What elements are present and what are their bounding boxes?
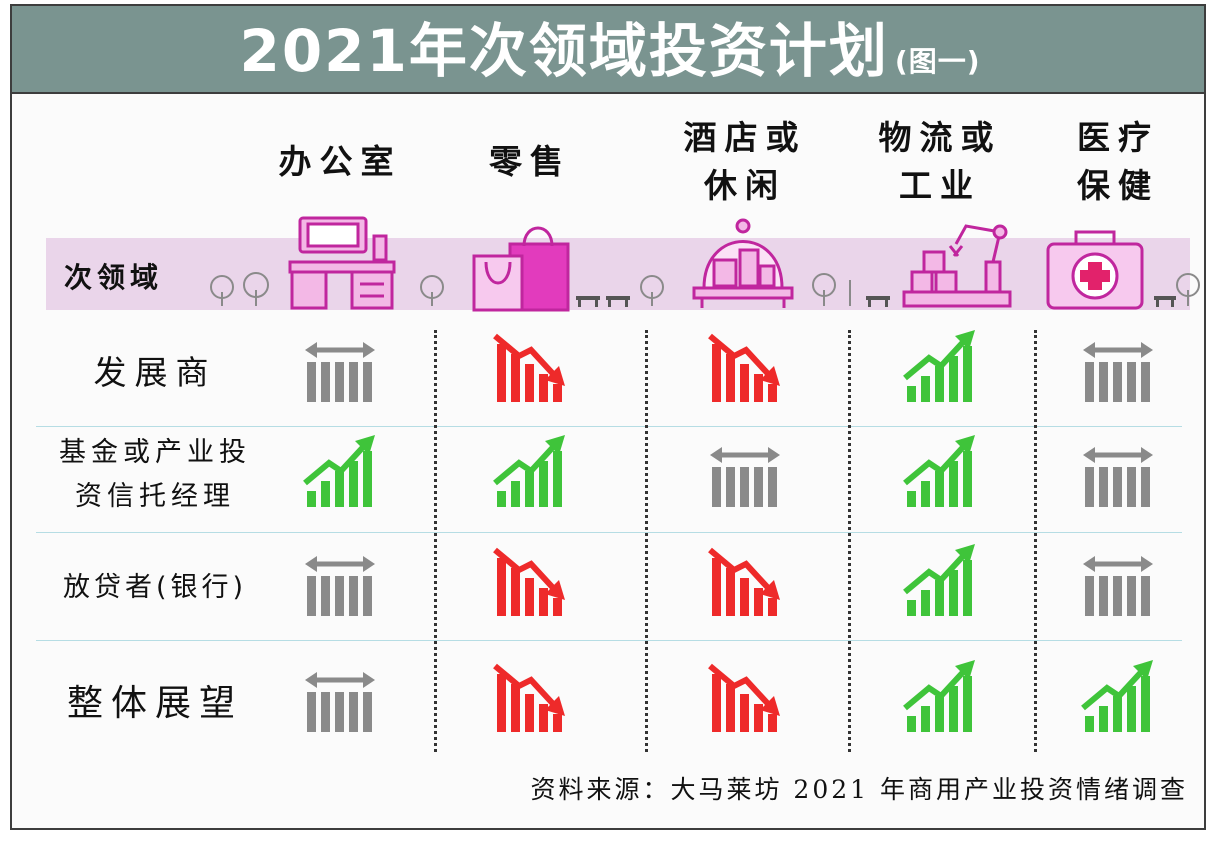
column-header-logistics: 物流或 工业 — [878, 118, 1002, 205]
column-divider — [848, 330, 851, 752]
column-header-retail: 零售 — [489, 142, 571, 181]
title-bar: 2021年次领域投资计划 (图一) — [10, 4, 1206, 94]
column-header-healthcare: 医疗 保健 — [1077, 118, 1159, 205]
chart-title: 2021年次领域投资计划 (图一) — [12, 12, 1208, 101]
row-label-overall: 整体展望 — [66, 683, 243, 724]
row-divider — [36, 640, 1182, 641]
row-label-lender: 放贷者(银行) — [62, 571, 248, 603]
sector-strip — [46, 238, 1190, 310]
title-text: 2021年次领域投资计划 — [239, 17, 889, 85]
row-label-fund-manager: 基金或产业投 资信托经理 — [59, 437, 251, 512]
column-header-hotel: 酒店或 休闲 — [683, 118, 807, 205]
column-divider — [1034, 330, 1037, 752]
source-note: 资料来源：大马莱坊 2021 年商用产业投资情绪调查 — [530, 775, 1188, 804]
row-divider — [36, 532, 1182, 533]
row-label-developer: 发展商 — [93, 353, 217, 392]
column-header-office: 办公室 — [278, 142, 402, 181]
sector-row-label: 次领域 — [64, 261, 164, 294]
column-divider — [645, 330, 648, 752]
title-subtitle: (图一) — [894, 45, 981, 78]
row-divider — [36, 426, 1182, 427]
chart-frame — [10, 4, 1206, 830]
column-divider — [434, 330, 437, 752]
